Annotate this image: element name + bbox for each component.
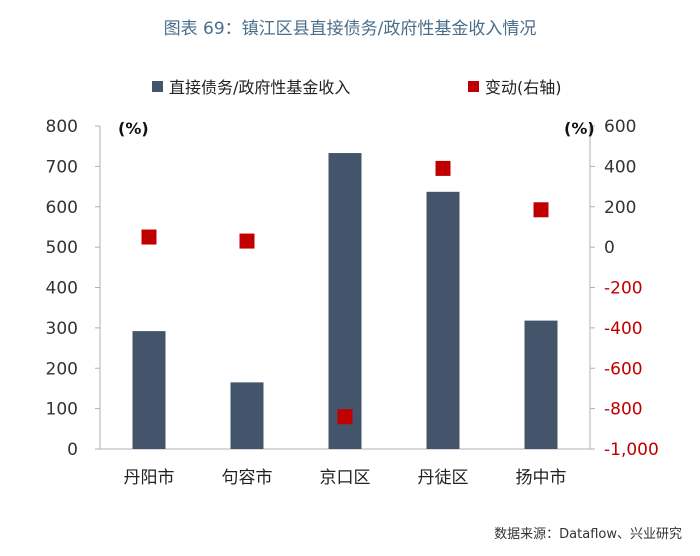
right-axis-unit: (%): [564, 119, 595, 138]
marker-4: [435, 160, 451, 176]
category-label: 句容市: [222, 468, 273, 488]
bar-5: [524, 320, 558, 449]
left-tick-label: 300: [46, 319, 78, 339]
bar-4: [426, 191, 460, 449]
right-tick-label: 600: [604, 117, 636, 137]
left-tick-label: 600: [46, 198, 78, 218]
chart-title: 图表 69：镇江区县直接债务/政府性基金收入情况: [163, 19, 537, 39]
legend-swatch-marker: [468, 80, 479, 92]
left-tick-label: 700: [46, 157, 78, 177]
legend-label-bar: 直接债务/政府性基金收入: [169, 78, 351, 97]
marker-1: [141, 229, 157, 245]
marker-3: [337, 409, 353, 425]
right-tick-label: 200: [604, 198, 636, 218]
right-tick-label: 400: [604, 157, 636, 177]
marker-5: [533, 202, 549, 218]
category-label: 京口区: [320, 468, 371, 488]
legend-label-marker: 变动(右轴): [485, 78, 562, 97]
left-tick-label: 400: [46, 279, 78, 299]
right-tick-label: 0: [604, 238, 615, 258]
legend-item-marker: 变动(右轴): [468, 74, 562, 98]
right-tick-label: -400: [604, 319, 643, 339]
right-tick-label: -1,000: [604, 440, 659, 460]
bar-3: [328, 153, 362, 449]
legend-swatch-bar: [152, 80, 163, 92]
legend-item-bar: 直接债务/政府性基金收入: [152, 74, 350, 98]
left-tick-label: 0: [67, 440, 78, 460]
right-tick-label: -200: [604, 279, 643, 299]
bar-1: [132, 331, 166, 449]
right-tick-label: -800: [604, 400, 643, 420]
left-tick-label: 500: [46, 238, 78, 258]
left-tick-label: 800: [46, 117, 78, 137]
category-label: 丹徒区: [418, 468, 469, 488]
category-label: 丹阳市: [124, 468, 175, 488]
legend: 直接债务/政府性基金收入 变动(右轴): [0, 74, 700, 98]
bar-2: [230, 382, 264, 449]
left-tick-label: 200: [46, 359, 78, 379]
source-note: 数据来源：Dataflow、兴业研究: [494, 527, 682, 542]
left-tick-label: 100: [46, 400, 78, 420]
right-tick-label: -600: [604, 359, 643, 379]
category-label: 扬中市: [516, 468, 567, 488]
left-axis-unit: (%): [118, 119, 149, 138]
marker-2: [239, 233, 255, 249]
